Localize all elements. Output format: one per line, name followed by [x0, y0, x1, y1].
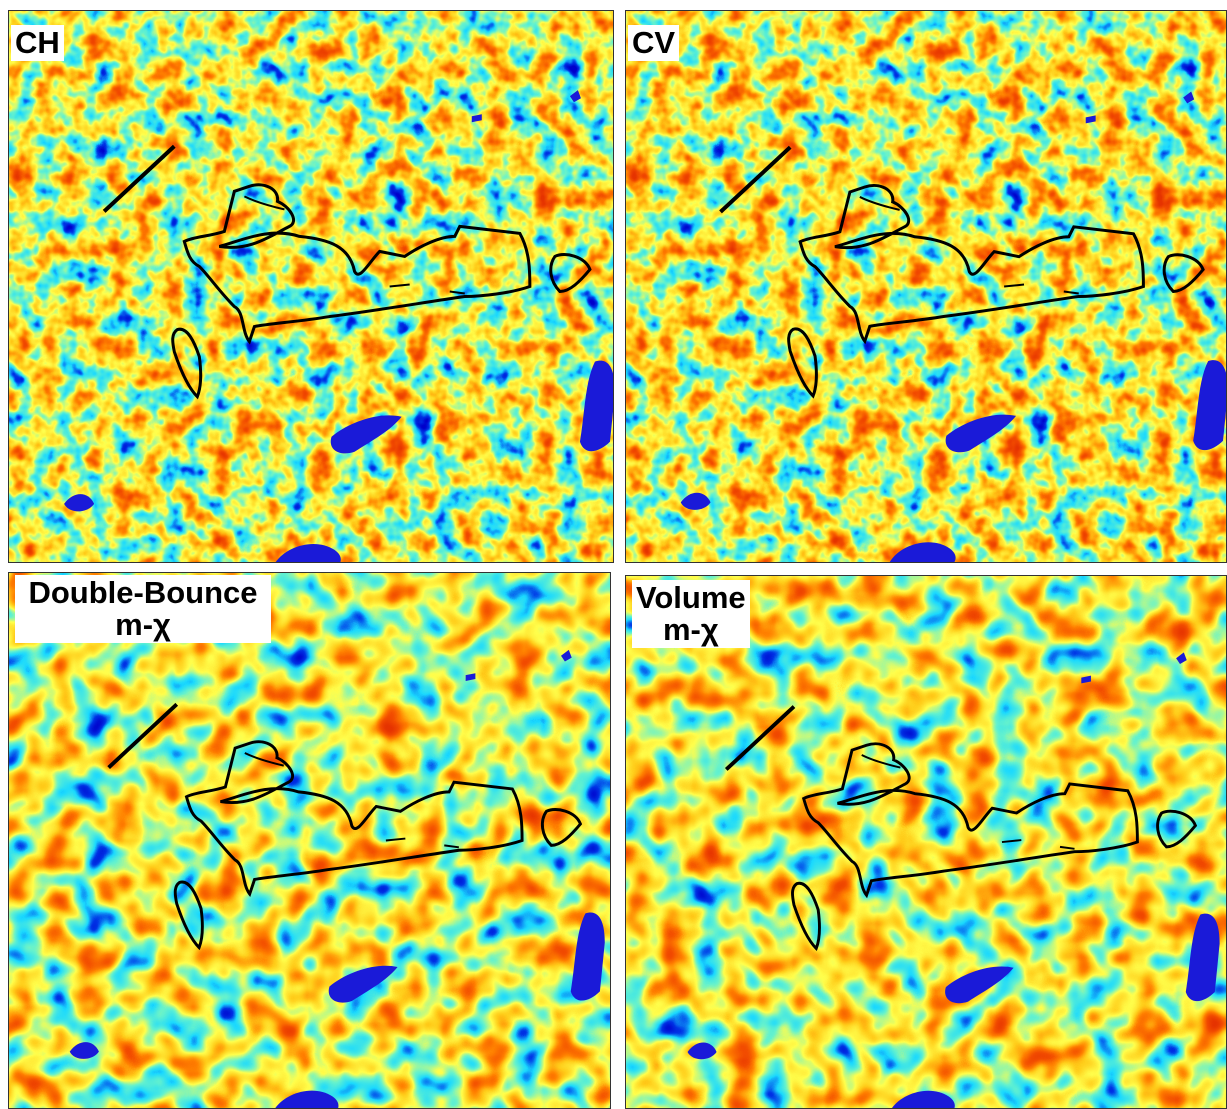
label-text: CH	[15, 27, 60, 59]
panel-label: CV	[628, 25, 679, 61]
label-text: Volume	[636, 582, 746, 614]
panel: CV	[625, 10, 1227, 563]
panel-label: CH	[11, 25, 64, 61]
label-text: Double-Bounce	[19, 577, 267, 609]
image	[626, 11, 1227, 563]
image	[626, 576, 1227, 1109]
panel: CH	[8, 10, 614, 563]
page: CH CV Double-Bouncem-χ Volumem-χ (() => …	[0, 0, 1227, 1109]
label-subtext: m-χ	[636, 614, 746, 646]
label-subtext: m-χ	[19, 609, 267, 641]
image	[9, 11, 614, 563]
label-text: CV	[632, 27, 675, 59]
image	[9, 573, 611, 1109]
